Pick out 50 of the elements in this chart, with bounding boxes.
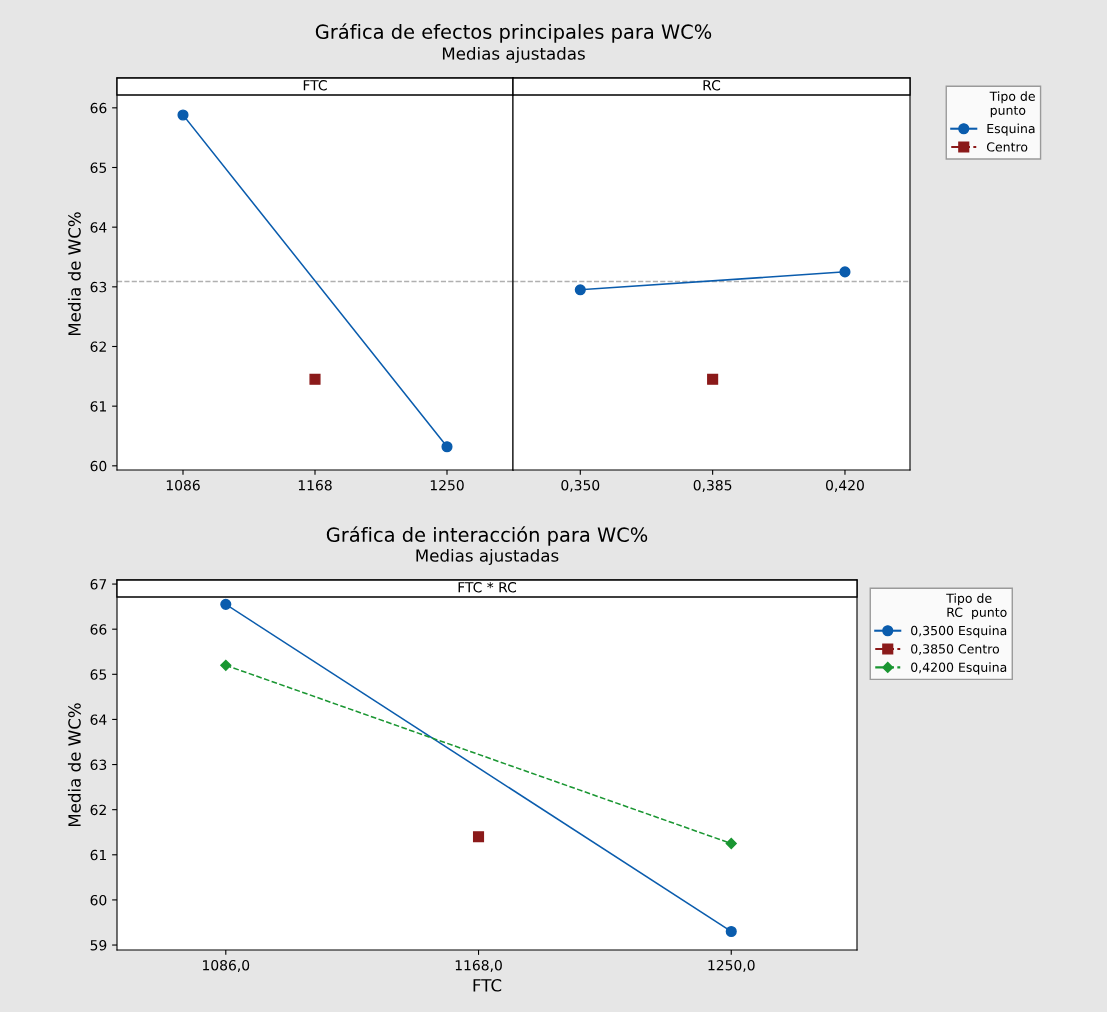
point — [725, 925, 737, 938]
y-axis-title: Media de WC% — [67, 703, 81, 827]
y-tick-label: 64 — [90, 714, 107, 725]
y-tick-label: 65 — [90, 669, 107, 680]
annotation: RC — [703, 80, 721, 91]
legend-label: 0,3850 Centro — [911, 644, 1000, 655]
annotation: FTC — [303, 80, 327, 91]
legend-label: 0,4200 Esquina — [911, 662, 1007, 675]
y-tick-label: 59 — [90, 940, 107, 951]
chart-subtitle: Medias ajustadas — [416, 548, 559, 566]
x-tick-label: 1168 — [298, 479, 332, 491]
point — [441, 441, 453, 453]
point — [725, 837, 737, 850]
y-tick-label: 66 — [90, 102, 107, 114]
y-tick-label: 67 — [90, 579, 107, 590]
y-tick-label: 66 — [90, 624, 107, 635]
point — [472, 831, 485, 843]
x-tick-label: 1086 — [166, 479, 200, 491]
y-tick-label: 60 — [90, 460, 107, 472]
y-tick-label: 61 — [90, 849, 106, 861]
point — [220, 598, 232, 610]
point — [309, 373, 321, 385]
legend-label: Centro — [986, 142, 1028, 152]
x-tick-label: 0,350 — [561, 479, 600, 492]
y-tick-label: 60 — [90, 894, 107, 906]
y-tick-label: 62 — [90, 341, 106, 352]
y-tick-label: 63 — [90, 759, 107, 771]
point — [220, 659, 232, 671]
point — [177, 109, 189, 121]
legend-title: Tipo de RC punto — [946, 593, 1007, 620]
x-tick-label: 1168,0 — [455, 959, 502, 972]
x-tick-label: 1250 — [430, 479, 464, 491]
y-tick-label: 63 — [90, 281, 107, 293]
y-tick-label: 65 — [90, 162, 107, 173]
legend-label: 0,3500 Esquina — [911, 625, 1007, 638]
legend-title: Tipo de punto — [989, 91, 1035, 118]
y-tick-label: 64 — [90, 222, 107, 233]
chart-title: Gráfica de efectos principales para WC% — [315, 23, 712, 43]
x-tick-label: 0,385 — [693, 479, 732, 492]
x-tick-label: 1250,0 — [708, 959, 755, 972]
x-tick-label: 1086,0 — [203, 959, 250, 972]
y-tick-label: 61 — [90, 401, 106, 412]
y-axis-title: Media de WC% — [67, 212, 81, 336]
x-axis-title: FTC — [473, 979, 502, 992]
annotation: FTC * RC — [458, 582, 517, 593]
x-tick-label: 0,420 — [826, 479, 864, 492]
chart-subtitle: Medias ajustadas — [442, 46, 585, 64]
y-tick-label: 62 — [90, 804, 106, 816]
legend-label: Esquina — [987, 123, 1035, 136]
chart-title: Gráfica de interacción para WC% — [326, 526, 648, 546]
